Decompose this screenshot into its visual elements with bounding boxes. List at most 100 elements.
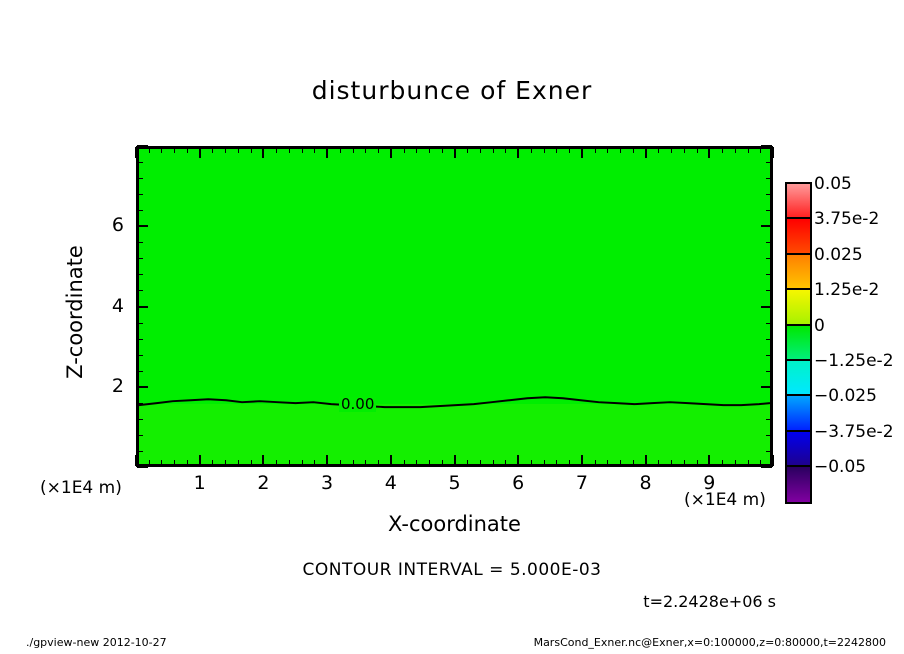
colorbar <box>785 182 812 505</box>
x-tick-minor <box>225 460 227 466</box>
x-tick-minor-top <box>479 147 481 153</box>
y-tick-minor-right <box>766 162 772 164</box>
x-tick-major-top <box>517 147 520 158</box>
x-tick-minor-top <box>276 147 278 153</box>
x-tick-minor-top <box>288 147 290 153</box>
x-tick-minor <box>683 460 685 466</box>
y-tick-label: 4 <box>111 294 124 317</box>
colorbar-tick-label: −3.75e-2 <box>814 421 894 442</box>
y-tick-minor-right <box>766 178 772 180</box>
footer-source: MarsCond_Exner.nc@Exner,x=0:100000,z=0:8… <box>533 636 886 649</box>
x-tick-minor <box>658 460 660 466</box>
x-tick-minor <box>760 460 762 466</box>
colorbar-band <box>787 219 810 255</box>
x-tick-minor <box>671 460 673 466</box>
y-tick-minor <box>137 434 143 436</box>
contour-label-zero: 0.00 <box>339 395 377 413</box>
x-tick-label: 5 <box>448 472 461 494</box>
x-tick-minor <box>696 460 698 466</box>
x-tick-major-top <box>389 147 392 158</box>
colorbar-band <box>787 290 810 326</box>
y-tick-minor <box>137 370 143 372</box>
x-tick-minor <box>479 460 481 466</box>
x-tick-major-top <box>135 147 137 158</box>
x-tick-major-top <box>198 147 201 158</box>
x-tick-minor-top <box>225 147 227 153</box>
y-tick-label: 2 <box>111 374 124 397</box>
x-tick-minor-top <box>760 147 762 153</box>
x-tick-minor-top <box>416 147 418 153</box>
x-tick-minor <box>186 460 188 466</box>
x-tick-major <box>644 455 647 466</box>
y-tick-label: 6 <box>111 214 124 237</box>
scalar-field-lower <box>139 404 770 464</box>
x-tick-minor <box>174 460 176 466</box>
x-tick-minor <box>339 460 341 466</box>
y-tick-major-right <box>761 145 772 147</box>
contour-line-zero <box>139 396 770 409</box>
colorbar-band <box>787 325 810 361</box>
y-tick-minor <box>137 210 143 212</box>
x-tick-minor <box>747 460 749 466</box>
contour-interval-note: CONTOUR INTERVAL = 5.000E-03 <box>302 560 602 580</box>
x-tick-minor <box>530 460 532 466</box>
x-tick-minor-top <box>352 147 354 153</box>
y-tick-major-right <box>761 225 772 228</box>
y-axis-title: Z-coordinate <box>63 245 87 379</box>
x-tick-major-top <box>453 147 456 158</box>
x-tick-minor-top <box>530 147 532 153</box>
x-tick-minor-top <box>594 147 596 153</box>
x-tick-minor-top <box>658 147 660 153</box>
y-tick-minor-right <box>766 370 772 372</box>
y-tick-minor <box>137 162 143 164</box>
x-tick-minor <box>543 460 545 466</box>
y-tick-minor-right <box>766 210 772 212</box>
x-tick-label: 4 <box>384 472 397 494</box>
x-tick-label: 2 <box>257 472 270 494</box>
x-tick-minor-top <box>174 147 176 153</box>
colorbar-band <box>787 467 810 503</box>
x-tick-minor-top <box>441 147 443 153</box>
y-tick-minor-right <box>766 290 772 292</box>
x-tick-major <box>453 455 456 466</box>
y-tick-minor <box>137 402 143 404</box>
y-tick-major <box>137 145 148 147</box>
colorbar-tick-label: 1.25e-2 <box>814 280 880 301</box>
x-tick-major-top <box>708 147 711 158</box>
x-tick-major-top <box>326 147 329 158</box>
x-tick-minor-top <box>403 147 405 153</box>
x-tick-minor <box>620 460 622 466</box>
colorbar-tick-label: −1.25e-2 <box>814 350 894 371</box>
y-tick-minor <box>137 354 143 356</box>
y-tick-major-right <box>761 466 772 468</box>
x-tick-minor-top <box>556 147 558 153</box>
x-tick-minor-top <box>632 147 634 153</box>
y-tick-minor <box>137 194 143 196</box>
x-tick-minor-top <box>161 147 163 153</box>
y-tick-major <box>137 466 148 468</box>
x-tick-minor <box>161 460 163 466</box>
y-tick-minor-right <box>766 338 772 340</box>
y-tick-minor <box>137 258 143 260</box>
x-tick-minor-top <box>671 147 673 153</box>
y-tick-minor-right <box>766 434 772 436</box>
x-tick-major <box>198 455 201 466</box>
x-tick-major <box>708 455 711 466</box>
x-tick-minor-top <box>467 147 469 153</box>
x-tick-minor <box>314 460 316 466</box>
time-annotation: t=2.2428e+06 s <box>643 592 776 611</box>
y-tick-minor <box>137 242 143 244</box>
x-tick-minor-top <box>747 147 749 153</box>
page-title: disturbunce of Exner <box>311 76 593 105</box>
x-tick-minor-top <box>543 147 545 153</box>
contour-line-svg <box>139 396 770 409</box>
y-tick-minor <box>137 418 143 420</box>
colorbar-band <box>787 396 810 432</box>
x-tick-label: 8 <box>639 472 652 494</box>
y-tick-minor <box>137 178 143 180</box>
y-tick-minor-right <box>766 418 772 420</box>
x-tick-major <box>326 455 329 466</box>
x-tick-minor <box>441 460 443 466</box>
y-tick-minor-right <box>766 322 772 324</box>
x-tick-minor-top <box>620 147 622 153</box>
